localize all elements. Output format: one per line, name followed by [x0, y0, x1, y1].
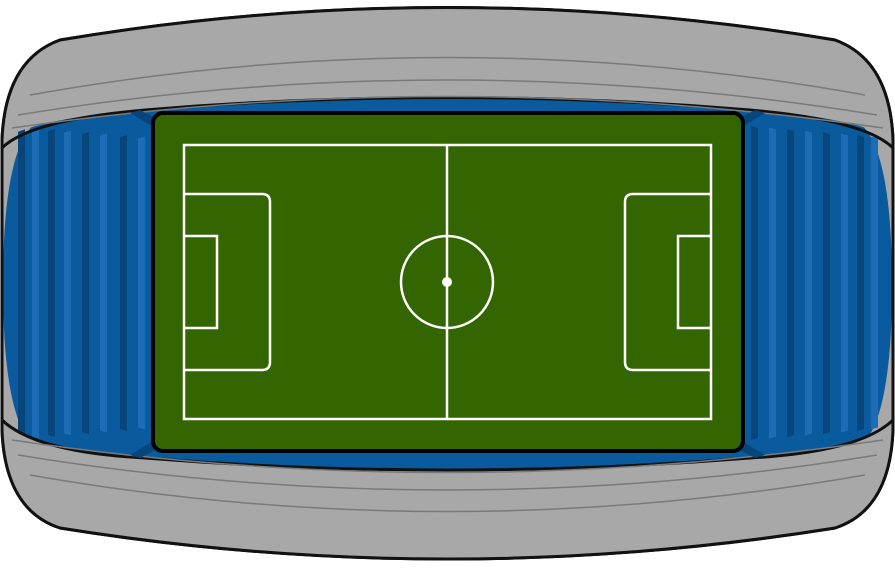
left-stand-stripe — [100, 133, 107, 433]
left-stand-stripe — [138, 136, 145, 430]
top-roof-band — [2, 7, 893, 150]
right-stand-stripe — [751, 126, 758, 440]
right-stand-stripes — [751, 126, 878, 440]
left-goal-box — [184, 234, 219, 330]
right-stand-stripe — [823, 132, 830, 434]
left-stand-stripe — [82, 132, 89, 434]
roof-tier-line — [29, 56, 866, 96]
corner-bottom-right — [740, 440, 765, 458]
bottom-roof-edge — [0, 418, 895, 472]
roof-tier-line — [17, 79, 878, 116]
right-stand-stripe — [857, 135, 864, 431]
corner-top-left — [130, 110, 155, 128]
corner-top-right — [740, 110, 765, 128]
center-circle — [399, 234, 495, 330]
roof-tier-line — [29, 474, 866, 513]
right-penalty-box — [623, 192, 711, 372]
stadium-outer-outline — [0, 6, 895, 561]
right-stand-stripe — [769, 127, 776, 439]
corner-bottom-left — [130, 440, 155, 458]
left-stand-stripe — [48, 129, 55, 437]
left-stand-stripe — [120, 135, 127, 431]
right-stand-stripe — [805, 130, 812, 436]
right-stand-stripe — [841, 133, 848, 433]
left-penalty-box — [184, 192, 272, 372]
roof-tier-line — [17, 454, 878, 491]
left-stand-stripe — [32, 127, 39, 439]
left-stand-stripe — [18, 126, 25, 440]
right-stand-stripe — [871, 136, 878, 430]
center-spot — [442, 277, 452, 287]
right-stand-stripe — [787, 129, 794, 437]
field-markings — [182, 143, 713, 421]
right-goal-box — [676, 234, 711, 330]
left-stand-stripes — [18, 126, 145, 440]
left-stand-stripe — [64, 130, 71, 436]
